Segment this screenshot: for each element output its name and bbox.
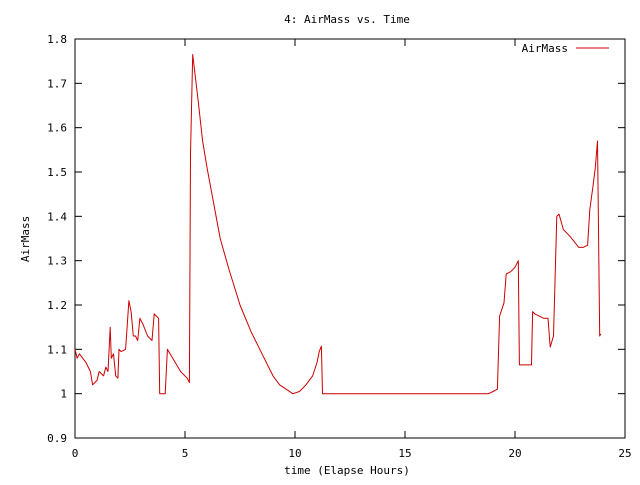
series-layer [74,54,602,395]
x-tick-label: 15 [398,447,411,460]
chart-title: 4: AirMass vs. Time [284,13,410,26]
plot-border [74,38,626,439]
y-tick-label: 1.6 [47,122,67,135]
legend: AirMass [522,42,609,55]
legend-label-airmass: AirMass [522,42,568,55]
series-line-airmass [74,54,602,395]
y-tick-label: 1 [60,388,67,401]
y-tick-label: 0.9 [47,432,67,445]
x-axis-ticks: 0 5 10 15 20 25 [72,39,632,460]
y-tick-label: 1.7 [47,77,67,90]
x-tick-label: 5 [182,447,189,460]
x-axis-label: time (Elapse Hours) [284,464,410,477]
y-axis-label: AirMass [19,216,32,262]
y-axis-ticks: 0.9 1 1.1 1.2 1.3 1.4 1.5 1.6 1.7 1.8 [47,33,625,445]
x-tick-label: 20 [508,447,521,460]
y-tick-label: 1.1 [47,343,67,356]
y-tick-label: 1.2 [47,299,67,312]
y-tick-label: 1.5 [47,166,67,179]
x-tick-label: 25 [618,447,631,460]
plot-frame [74,38,626,439]
x-tick-label: 0 [72,447,79,460]
y-tick-label: 1.8 [47,33,67,46]
y-tick-label: 1.3 [47,255,67,268]
y-tick-label: 1.4 [47,210,67,223]
x-tick-label: 10 [288,447,301,460]
